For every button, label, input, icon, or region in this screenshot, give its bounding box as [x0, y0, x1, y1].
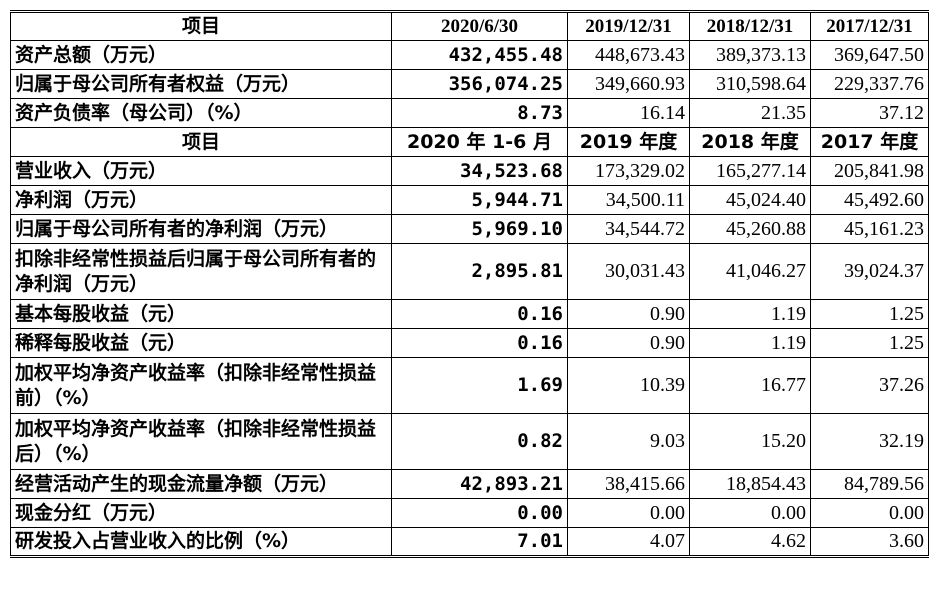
cell-value: 32.19	[810, 413, 929, 470]
table-row: 现金分红（万元） 0.00 0.00 0.00 0.00	[10, 498, 929, 528]
row-label: 营业收入（万元）	[10, 156, 392, 186]
row-label: 加权平均净资产收益率（扣除非经常性损益前）（%）	[10, 357, 392, 414]
cell-value: 37.26	[810, 357, 929, 414]
header-period-latest: 2020/6/30	[391, 11, 568, 41]
header-period-2019: 2019/12/31	[567, 11, 690, 41]
cell-latest: 0.16	[391, 328, 568, 358]
cell-latest: 42,893.21	[391, 469, 568, 499]
cell-value: 1.25	[810, 299, 929, 329]
row-label: 归属于母公司所有者的净利润（万元）	[10, 214, 392, 244]
cell-value: 448,673.43	[567, 40, 690, 70]
header-period-2018: 2018/12/31	[689, 11, 811, 41]
cell-latest: 0.82	[391, 413, 568, 470]
cell-value: 10.39	[567, 357, 690, 414]
cell-latest: 34,523.68	[391, 156, 568, 186]
cell-latest: 356,074.25	[391, 69, 568, 99]
row-label: 基本每股收益（元）	[10, 299, 392, 329]
row-label: 归属于母公司所有者权益（万元）	[10, 69, 392, 99]
row-label: 资产负债率（母公司）（%）	[10, 98, 392, 128]
cell-latest: 432,455.48	[391, 40, 568, 70]
cell-value: 21.35	[689, 98, 811, 128]
cell-value: 37.12	[810, 98, 929, 128]
cell-value: 349,660.93	[567, 69, 690, 99]
financial-summary-table: 项目 2020/6/30 2019/12/31 2018/12/31 2017/…	[10, 10, 929, 558]
header-row-income: 项目 2020 年 1-6 月 2019 年度 2018 年度 2017 年度	[10, 127, 929, 157]
cell-latest: 5,969.10	[391, 214, 568, 244]
cell-latest: 2,895.81	[391, 243, 568, 300]
cell-value: 39,024.37	[810, 243, 929, 300]
cell-value: 165,277.14	[689, 156, 811, 186]
cell-value: 0.00	[567, 498, 690, 528]
row-label: 现金分红（万元）	[10, 498, 392, 528]
cell-value: 3.60	[810, 527, 929, 557]
table-row: 经营活动产生的现金流量净额（万元） 42,893.21 38,415.66 18…	[10, 469, 929, 499]
header-period-2017: 2017/12/31	[810, 11, 929, 41]
cell-value: 45,024.40	[689, 185, 811, 215]
table-row: 加权平均净资产收益率（扣除非经常性损益前）（%） 1.69 10.39 16.7…	[10, 357, 929, 414]
table-row: 基本每股收益（元） 0.16 0.90 1.19 1.25	[10, 299, 929, 329]
table-row: 扣除非经常性损益后归属于母公司所有者的净利润（万元） 2,895.81 30,0…	[10, 243, 929, 300]
cell-value: 0.00	[810, 498, 929, 528]
cell-value: 389,373.13	[689, 40, 811, 70]
row-label: 加权平均净资产收益率（扣除非经常性损益后）（%）	[10, 413, 392, 470]
cell-value: 310,598.64	[689, 69, 811, 99]
header-period-latest: 2020 年 1-6 月	[391, 127, 568, 157]
cell-value: 229,337.76	[810, 69, 929, 99]
cell-value: 4.62	[689, 527, 811, 557]
cell-value: 205,841.98	[810, 156, 929, 186]
cell-latest: 5,944.71	[391, 185, 568, 215]
cell-value: 38,415.66	[567, 469, 690, 499]
cell-latest: 0.00	[391, 498, 568, 528]
cell-value: 45,260.88	[689, 214, 811, 244]
cell-value: 0.90	[567, 299, 690, 329]
cell-value: 34,500.11	[567, 185, 690, 215]
table-row: 加权平均净资产收益率（扣除非经常性损益后）（%） 0.82 9.03 15.20…	[10, 413, 929, 470]
header-item: 项目	[10, 11, 392, 41]
header-row-balance: 项目 2020/6/30 2019/12/31 2018/12/31 2017/…	[10, 11, 929, 41]
cell-value: 15.20	[689, 413, 811, 470]
row-label: 资产总额（万元）	[10, 40, 392, 70]
cell-value: 45,161.23	[810, 214, 929, 244]
table-row: 营业收入（万元） 34,523.68 173,329.02 165,277.14…	[10, 156, 929, 186]
table-row: 稀释每股收益（元） 0.16 0.90 1.19 1.25	[10, 328, 929, 358]
header-period-2019: 2019 年度	[567, 127, 690, 157]
row-label: 净利润（万元）	[10, 185, 392, 215]
cell-value: 9.03	[567, 413, 690, 470]
row-label: 扣除非经常性损益后归属于母公司所有者的净利润（万元）	[10, 243, 392, 300]
cell-value: 41,046.27	[689, 243, 811, 300]
table-row: 归属于母公司所有者的净利润（万元） 5,969.10 34,544.72 45,…	[10, 214, 929, 244]
cell-latest: 0.16	[391, 299, 568, 329]
cell-value: 1.19	[689, 328, 811, 358]
cell-value: 84,789.56	[810, 469, 929, 499]
table-row: 归属于母公司所有者权益（万元） 356,074.25 349,660.93 31…	[10, 69, 929, 99]
cell-value: 1.25	[810, 328, 929, 358]
table-row: 资产负债率（母公司）（%） 8.73 16.14 21.35 37.12	[10, 98, 929, 128]
cell-value: 34,544.72	[567, 214, 690, 244]
header-period-2018: 2018 年度	[689, 127, 811, 157]
row-label: 研发投入占营业收入的比例（%）	[10, 527, 392, 557]
cell-value: 16.14	[567, 98, 690, 128]
cell-value: 4.07	[567, 527, 690, 557]
cell-value: 18,854.43	[689, 469, 811, 499]
table-row: 净利润（万元） 5,944.71 34,500.11 45,024.40 45,…	[10, 185, 929, 215]
header-item: 项目	[10, 127, 392, 157]
cell-value: 0.90	[567, 328, 690, 358]
cell-value: 173,329.02	[567, 156, 690, 186]
row-label: 稀释每股收益（元）	[10, 328, 392, 358]
table-row: 资产总额（万元） 432,455.48 448,673.43 389,373.1…	[10, 40, 929, 70]
cell-latest: 7.01	[391, 527, 568, 557]
cell-value: 45,492.60	[810, 185, 929, 215]
cell-latest: 8.73	[391, 98, 568, 128]
cell-value: 369,647.50	[810, 40, 929, 70]
cell-value: 0.00	[689, 498, 811, 528]
header-period-2017: 2017 年度	[810, 127, 929, 157]
cell-value: 30,031.43	[567, 243, 690, 300]
table-row: 研发投入占营业收入的比例（%） 7.01 4.07 4.62 3.60	[10, 527, 929, 557]
cell-latest: 1.69	[391, 357, 568, 414]
cell-value: 1.19	[689, 299, 811, 329]
cell-value: 16.77	[689, 357, 811, 414]
row-label: 经营活动产生的现金流量净额（万元）	[10, 469, 392, 499]
